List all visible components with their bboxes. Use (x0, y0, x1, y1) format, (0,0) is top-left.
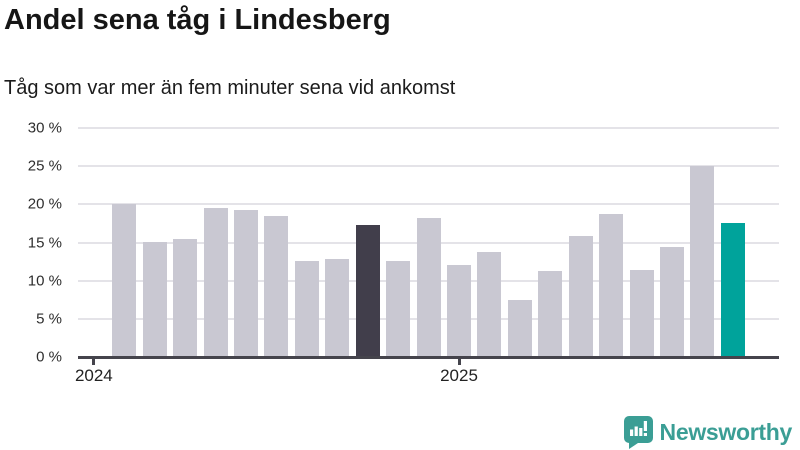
bar (264, 215, 289, 357)
newsworthy-logo: Newsworthy (623, 416, 793, 449)
bar (568, 235, 593, 357)
chart-subtitle: Tåg som var mer än fem minuter sena vid … (4, 77, 456, 99)
bar (477, 251, 502, 357)
bar (629, 269, 654, 357)
bar (294, 260, 319, 357)
bar-highlight-dark (355, 224, 380, 357)
gridline-25 (78, 165, 779, 168)
bar (538, 271, 563, 357)
y-axis-tick-label: 15 % (27, 234, 62, 251)
bar (112, 204, 137, 357)
x-axis-tick (457, 359, 461, 365)
bar (507, 300, 532, 357)
x-axis-year-label: 2025 (440, 366, 478, 385)
gridline-20 (78, 203, 779, 206)
x-axis-line (78, 356, 779, 359)
x-axis-tick (92, 359, 96, 365)
newsworthy-logo-icon (623, 416, 653, 449)
bar (325, 259, 350, 357)
bar-highlight-teal (720, 222, 745, 357)
bar (173, 239, 198, 357)
bar (203, 208, 228, 357)
bar (416, 218, 441, 357)
bar (599, 213, 624, 357)
bar (447, 265, 472, 357)
y-axis-tick-label: 20 % (27, 195, 62, 213)
bar (386, 260, 411, 357)
y-axis-tick-label: 10 % (27, 272, 62, 290)
gridline-30 (78, 127, 779, 130)
y-axis-tick-label: 5 % (36, 310, 62, 328)
newsworthy-logo-text: Newsworthy (659, 419, 793, 445)
bar (142, 241, 167, 357)
x-axis-year-label: 2024 (74, 366, 113, 385)
y-axis-tick-label: 0 % (36, 348, 62, 366)
bar (660, 247, 685, 357)
y-axis-tick-label: 30 % (27, 119, 62, 137)
bar (234, 209, 259, 357)
page-title: Andel sena tåg i Lindesberg (4, 4, 391, 36)
bar (690, 165, 715, 357)
y-axis-tick-label: 25 % (27, 157, 62, 175)
